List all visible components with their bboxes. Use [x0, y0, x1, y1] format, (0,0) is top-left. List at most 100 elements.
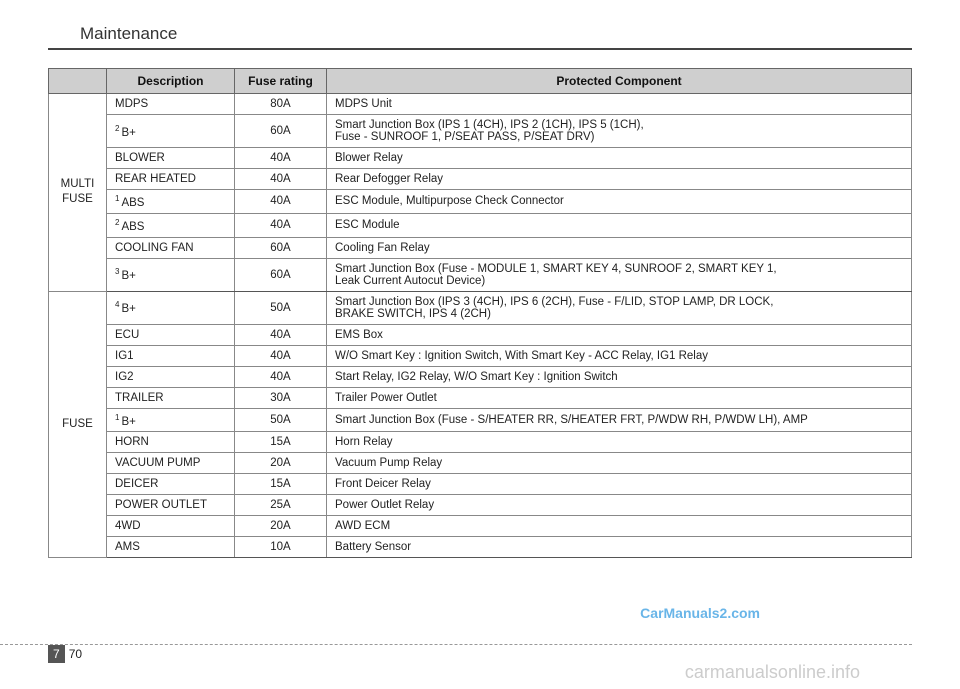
cell-rating: 60A	[235, 115, 327, 148]
cell-description: ECU	[107, 324, 235, 345]
cell-description: MDPS	[107, 94, 235, 115]
table-row: MULTIFUSEMDPS80AMDPS Unit	[49, 94, 912, 115]
cell-rating: 50A	[235, 291, 327, 324]
table-row: BLOWER40ABlower Relay	[49, 148, 912, 169]
cell-rating: 40A	[235, 213, 327, 237]
cell-component: Smart Junction Box (IPS 3 (4CH), IPS 6 (…	[327, 291, 912, 324]
cell-component: Trailer Power Outlet	[327, 387, 912, 408]
cell-component: Smart Junction Box (Fuse - MODULE 1, SMA…	[327, 258, 912, 291]
cell-rating: 15A	[235, 432, 327, 453]
cell-component: W/O Smart Key : Ignition Switch, With Sm…	[327, 345, 912, 366]
cell-description: POWER OUTLET	[107, 495, 235, 516]
cell-description: 2B+	[107, 115, 235, 148]
cell-component: Battery Sensor	[327, 537, 912, 558]
cell-rating: 40A	[235, 190, 327, 214]
cell-component: AWD ECM	[327, 516, 912, 537]
cell-component: Cooling Fan Relay	[327, 237, 912, 258]
cell-rating: 25A	[235, 495, 327, 516]
watermark-carmanuals2: CarManuals2.com	[640, 605, 760, 621]
cell-component: ESC Module, Multipurpose Check Connector	[327, 190, 912, 214]
superscript: 4	[115, 300, 119, 309]
cell-description: IG1	[107, 345, 235, 366]
col-header-component: Protected Component	[327, 69, 912, 94]
cell-description: 1B+	[107, 408, 235, 432]
cell-description: 3B+	[107, 258, 235, 291]
cell-rating: 60A	[235, 237, 327, 258]
cell-description: TRAILER	[107, 387, 235, 408]
cell-description: REAR HEATED	[107, 169, 235, 190]
cell-component: Front Deicer Relay	[327, 474, 912, 495]
cell-description: 1ABS	[107, 190, 235, 214]
group-label: FUSE	[49, 291, 107, 558]
table-row: 2ABS40AESC Module	[49, 213, 912, 237]
table-row: 4WD20AAWD ECM	[49, 516, 912, 537]
cell-rating: 40A	[235, 366, 327, 387]
cell-description: BLOWER	[107, 148, 235, 169]
col-header-group	[49, 69, 107, 94]
table-row: 1B+50ASmart Junction Box (Fuse - S/HEATE…	[49, 408, 912, 432]
cell-rating: 50A	[235, 408, 327, 432]
table-header-row: Description Fuse rating Protected Compon…	[49, 69, 912, 94]
superscript: 2	[115, 218, 119, 227]
table-row: POWER OUTLET25APower Outlet Relay	[49, 495, 912, 516]
superscript: 1	[115, 413, 119, 422]
cell-rating: 40A	[235, 148, 327, 169]
fuse-table: Description Fuse rating Protected Compon…	[48, 68, 912, 558]
superscript: 2	[115, 124, 119, 133]
table-row: HORN15AHorn Relay	[49, 432, 912, 453]
table-row: DEICER15AFront Deicer Relay	[49, 474, 912, 495]
cell-description: IG2	[107, 366, 235, 387]
cell-rating: 30A	[235, 387, 327, 408]
cell-description: AMS	[107, 537, 235, 558]
page-number: 70	[69, 647, 82, 661]
table-row: FUSE4B+50ASmart Junction Box (IPS 3 (4CH…	[49, 291, 912, 324]
cell-description: 2ABS	[107, 213, 235, 237]
table-row: TRAILER30ATrailer Power Outlet	[49, 387, 912, 408]
superscript: 1	[115, 194, 119, 203]
cell-component: Power Outlet Relay	[327, 495, 912, 516]
table-row: AMS10ABattery Sensor	[49, 537, 912, 558]
cell-description: VACUUM PUMP	[107, 453, 235, 474]
cell-component: Start Relay, IG2 Relay, W/O Smart Key : …	[327, 366, 912, 387]
table-row: 1ABS40AESC Module, Multipurpose Check Co…	[49, 190, 912, 214]
cell-component: EMS Box	[327, 324, 912, 345]
table-row: IG240AStart Relay, IG2 Relay, W/O Smart …	[49, 366, 912, 387]
table-row: 2B+60ASmart Junction Box (IPS 1 (4CH), I…	[49, 115, 912, 148]
cell-rating: 40A	[235, 324, 327, 345]
page-section-number: 7	[48, 645, 65, 663]
table-row: IG140AW/O Smart Key : Ignition Switch, W…	[49, 345, 912, 366]
section-header: Maintenance	[48, 24, 912, 50]
cell-rating: 80A	[235, 94, 327, 115]
cell-rating: 20A	[235, 516, 327, 537]
page-content: Maintenance Description Fuse rating Prot…	[0, 0, 960, 558]
cell-rating: 40A	[235, 345, 327, 366]
cell-rating: 10A	[235, 537, 327, 558]
table-row: COOLING FAN60ACooling Fan Relay	[49, 237, 912, 258]
footer-divider	[0, 644, 912, 645]
cell-description: HORN	[107, 432, 235, 453]
cell-component: Smart Junction Box (Fuse - S/HEATER RR, …	[327, 408, 912, 432]
table-row: REAR HEATED40ARear Defogger Relay	[49, 169, 912, 190]
cell-component: Rear Defogger Relay	[327, 169, 912, 190]
cell-rating: 20A	[235, 453, 327, 474]
cell-description: 4WD	[107, 516, 235, 537]
section-title: Maintenance	[48, 24, 177, 48]
col-header-rating: Fuse rating	[235, 69, 327, 94]
watermark-carmanualsonline: carmanualsonline.info	[685, 662, 860, 683]
cell-rating: 40A	[235, 169, 327, 190]
cell-component: Vacuum Pump Relay	[327, 453, 912, 474]
cell-description: DEICER	[107, 474, 235, 495]
page-number-box: 7 70	[48, 645, 82, 663]
table-row: VACUUM PUMP20AVacuum Pump Relay	[49, 453, 912, 474]
cell-component: MDPS Unit	[327, 94, 912, 115]
cell-component: ESC Module	[327, 213, 912, 237]
cell-component: Blower Relay	[327, 148, 912, 169]
cell-component: Smart Junction Box (IPS 1 (4CH), IPS 2 (…	[327, 115, 912, 148]
cell-description: COOLING FAN	[107, 237, 235, 258]
group-label: MULTIFUSE	[49, 94, 107, 292]
cell-component: Horn Relay	[327, 432, 912, 453]
table-row: 3B+60ASmart Junction Box (Fuse - MODULE …	[49, 258, 912, 291]
cell-rating: 15A	[235, 474, 327, 495]
col-header-description: Description	[107, 69, 235, 94]
cell-description: 4B+	[107, 291, 235, 324]
